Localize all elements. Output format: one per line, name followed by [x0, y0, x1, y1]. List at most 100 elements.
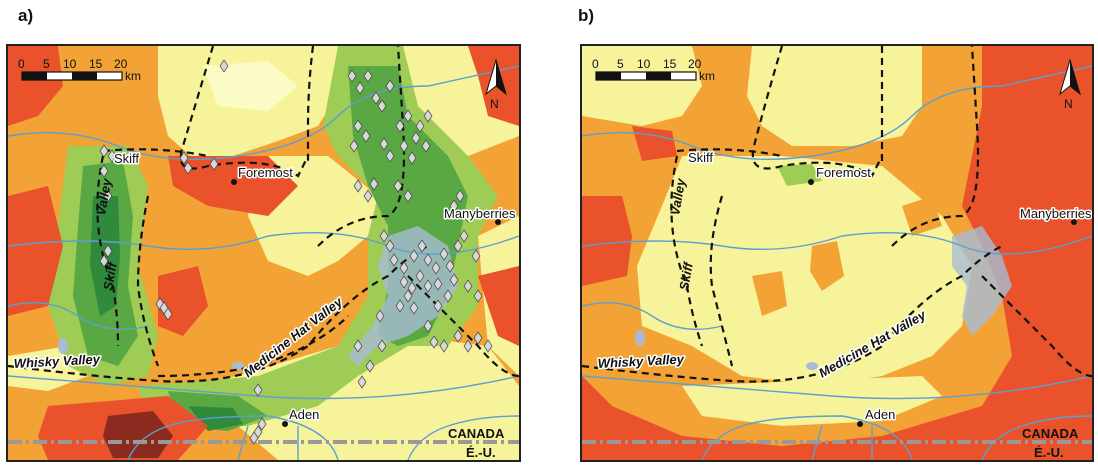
diamond-marker	[449, 273, 459, 287]
diamond-marker	[179, 151, 189, 165]
diamond-marker	[445, 259, 455, 273]
diamond-marker	[443, 289, 453, 303]
zone-orange-hole	[810, 241, 844, 291]
diamond-marker	[407, 151, 417, 165]
diamond-marker	[433, 299, 443, 313]
rivers	[582, 65, 1092, 460]
zone-red-left	[632, 126, 677, 161]
place-foremost: Foremost	[238, 165, 293, 180]
diamond-marker	[439, 339, 449, 353]
diamond-marker	[407, 281, 417, 295]
country-label-canada: CANADA	[448, 426, 505, 441]
diamond-marker	[385, 79, 395, 93]
country-label-canada: CANADA	[1022, 426, 1079, 441]
diamond-marker	[103, 189, 113, 203]
diamond-marker	[449, 199, 459, 213]
diamond-marker	[415, 119, 425, 133]
lake-shape	[806, 362, 818, 370]
river-line	[582, 65, 1092, 161]
valley-boundary	[582, 245, 1003, 383]
country-label-us: É.-U.	[466, 445, 496, 460]
zone-pale-yellow	[203, 61, 298, 111]
town-dot	[857, 421, 863, 427]
diamond-marker	[429, 335, 439, 349]
diamond-marker	[459, 229, 469, 243]
country-label-us: É.-U.	[1034, 445, 1064, 460]
valley-boundary	[317, 46, 406, 247]
diamond-marker	[453, 239, 463, 253]
valley-boundary	[157, 315, 349, 378]
river-line	[407, 415, 519, 460]
diamond-marker	[99, 144, 109, 158]
river-line	[981, 415, 1092, 460]
north-label: N	[1064, 97, 1073, 111]
north-arrow-icon: N	[485, 58, 507, 111]
place-foremost: Foremost	[816, 165, 871, 180]
diamond-marker	[403, 289, 413, 303]
diamond-marker	[483, 339, 493, 353]
scale-tick-label: 10	[63, 57, 77, 71]
panel-label-b: b)	[578, 6, 595, 25]
valley-boundary	[102, 148, 209, 158]
diamond-marker	[395, 299, 405, 313]
place-skiff: Skiff	[688, 150, 713, 165]
diamond-marker	[365, 359, 375, 373]
diamond-marker	[473, 289, 483, 303]
diamond-marker	[399, 261, 409, 275]
scale-tick-label: 20	[114, 57, 128, 71]
town-dot	[495, 219, 501, 225]
zone-light-yellow-top	[747, 46, 922, 146]
diamond-marker	[353, 339, 363, 353]
valley-boundary	[751, 46, 883, 178]
diamond-marker	[361, 129, 371, 143]
diamond-marker	[357, 375, 367, 389]
lake-shape	[58, 338, 68, 354]
scale-tick-label: 0	[592, 57, 599, 71]
diamond-marker	[439, 247, 449, 261]
scale-tick-label: 20	[688, 57, 702, 71]
zone-red-west	[582, 196, 632, 286]
valley-boundaries	[8, 46, 519, 383]
observation-markers	[99, 59, 493, 445]
diamond-marker	[377, 99, 387, 113]
zone-red-east	[478, 266, 519, 346]
diamond-marker	[455, 189, 465, 203]
valley-label-skiff-2: Skiff	[100, 260, 120, 292]
diamond-marker	[249, 431, 259, 445]
diamond-marker	[375, 309, 385, 323]
diamond-marker	[417, 239, 427, 253]
place-aden: Aden	[865, 407, 895, 422]
zone-orange-hole	[752, 271, 787, 316]
diamond-marker	[463, 279, 473, 293]
diamond-marker	[403, 109, 413, 123]
diamond-marker	[409, 301, 419, 315]
zone-light-yellow-north	[582, 46, 702, 126]
diamond-marker	[473, 331, 483, 345]
zone-red-northwest	[8, 46, 63, 126]
valley-label-skiff-1: Valley	[667, 177, 688, 217]
town-dot	[808, 179, 814, 185]
rivers	[8, 65, 519, 460]
diamond-marker	[433, 277, 443, 291]
diamond-marker	[409, 249, 419, 263]
map-panel-a: 0 5 10 15 20 km N Skiff Foremost Manyber…	[6, 44, 521, 462]
diamond-marker	[385, 149, 395, 163]
diamond-marker	[355, 81, 365, 95]
town-dot	[231, 179, 237, 185]
scale-tick-label: 15	[663, 57, 677, 71]
valley-boundary	[96, 155, 120, 347]
diamond-marker	[353, 179, 363, 193]
diamond-marker	[99, 164, 109, 178]
diamond-marker	[411, 131, 421, 145]
diamond-marker	[423, 319, 433, 333]
river-line	[582, 231, 1092, 255]
diamond-marker	[385, 239, 395, 253]
diamond-marker	[453, 329, 463, 343]
valley-boundary	[179, 46, 309, 178]
river-line	[8, 65, 519, 161]
place-skiff: Skiff	[114, 151, 139, 166]
town-dot	[282, 421, 288, 427]
scale-tick-label: 5	[43, 57, 50, 71]
lake-shape	[635, 330, 645, 346]
scale-tick-label: 10	[637, 57, 651, 71]
